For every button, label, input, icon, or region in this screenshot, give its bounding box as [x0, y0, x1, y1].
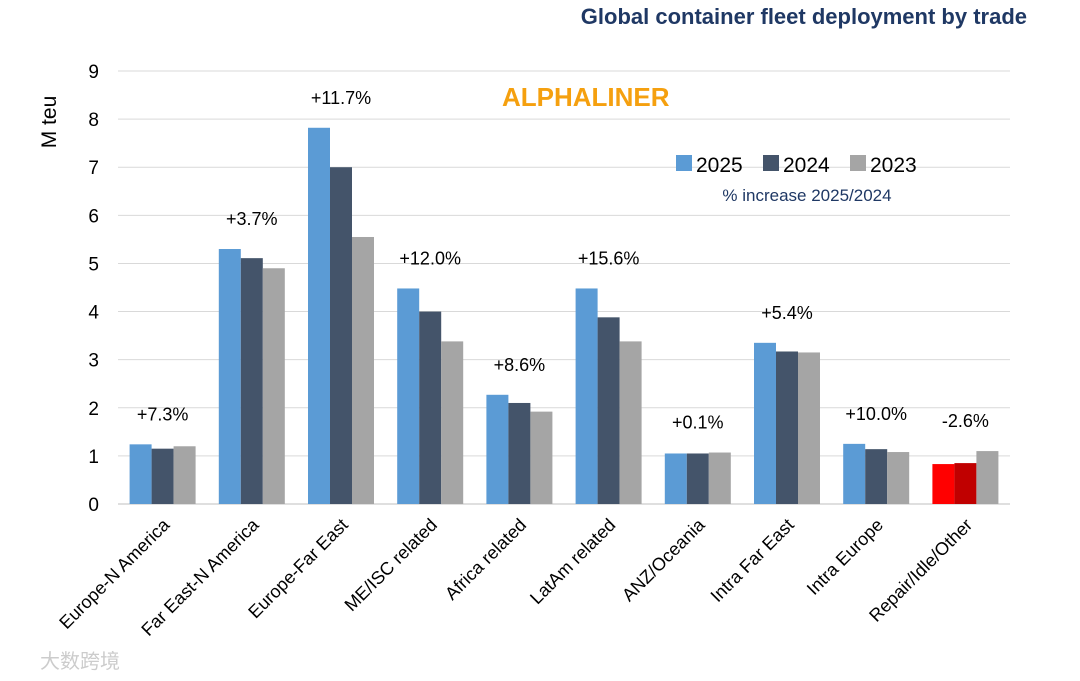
- legend-swatch: [676, 155, 692, 171]
- legend-swatch: [763, 155, 779, 171]
- brand-logo: ALPHALINER: [502, 82, 670, 112]
- y-tick-label: 6: [88, 206, 99, 227]
- bar-2023: [619, 341, 642, 504]
- bar-2025: [129, 444, 152, 504]
- y-tick-label: 4: [88, 303, 99, 324]
- bar-2024: [776, 351, 798, 504]
- y-tick-label: 1: [88, 447, 99, 468]
- y-tick-label: 3: [88, 351, 99, 372]
- bar-2024: [330, 167, 352, 504]
- x-tick-label: LatAm related: [526, 515, 619, 608]
- x-tick-label: Africa related: [441, 515, 530, 604]
- bar-2025: [397, 288, 420, 504]
- bar-2024: [151, 448, 174, 504]
- pct-annotation: +11.7%: [311, 88, 371, 108]
- pct-annotation: +15.6%: [578, 248, 640, 268]
- bar-2024: [686, 453, 709, 504]
- pct-annotation: +10.0%: [845, 404, 907, 424]
- bar-2023: [798, 352, 820, 504]
- x-tick-label: Intra Europe: [803, 515, 887, 599]
- bar-2023: [530, 411, 553, 504]
- legend-swatch: [850, 155, 866, 171]
- x-tick-label: Intra Far East: [707, 515, 798, 606]
- bar-2023: [173, 446, 196, 504]
- bar-2024: [419, 311, 442, 504]
- bar-2025: [308, 127, 330, 504]
- bar-2023: [708, 452, 731, 504]
- watermark: 大数跨境: [40, 650, 120, 673]
- y-tick-label: 8: [88, 110, 99, 131]
- y-tick-label: 7: [88, 158, 99, 179]
- bar-2025: [486, 394, 509, 504]
- pct-annotation: +5.4%: [761, 303, 813, 323]
- bar-2023: [262, 268, 285, 504]
- bar-2024: [508, 402, 531, 504]
- pct-annotation: +12.0%: [399, 248, 461, 268]
- bar-2025: [932, 464, 955, 504]
- y-tick-label: 9: [88, 62, 99, 83]
- x-tick-label: ANZ/Oceania: [618, 514, 709, 605]
- legend-note: % increase 2025/2024: [722, 186, 891, 205]
- legend-label: 2025: [696, 154, 743, 177]
- y-axis-label: M teu: [38, 96, 61, 149]
- bar-2024: [865, 449, 888, 504]
- chart-title: Global container fleet deployment by tra…: [581, 4, 1027, 29]
- bar-2025: [575, 288, 598, 504]
- bar-2023: [352, 236, 374, 504]
- pct-annotation: +7.3%: [137, 404, 189, 424]
- y-tick-label: 5: [88, 254, 99, 275]
- y-tick-label: 2: [88, 399, 99, 420]
- bar-2025: [843, 443, 866, 504]
- legend-label: 2023: [870, 154, 917, 177]
- pct-annotation: -2.6%: [942, 411, 989, 431]
- bar-2024: [597, 317, 620, 504]
- bar-2024: [240, 258, 263, 504]
- bar-2023: [887, 452, 910, 504]
- bar-2025: [664, 453, 687, 504]
- y-tick-label: 0: [88, 495, 99, 516]
- x-tick-label: ME/ISC related: [341, 515, 441, 615]
- bar-2023: [441, 341, 464, 504]
- bar-2023: [976, 451, 999, 504]
- bar-2025: [754, 342, 776, 504]
- pct-annotation: +0.1%: [672, 413, 724, 433]
- legend-label: 2024: [783, 154, 830, 177]
- pct-annotation: +8.6%: [494, 355, 546, 375]
- bar-2024: [954, 463, 977, 504]
- bar-2025: [218, 249, 241, 504]
- pct-annotation: +3.7%: [226, 209, 278, 229]
